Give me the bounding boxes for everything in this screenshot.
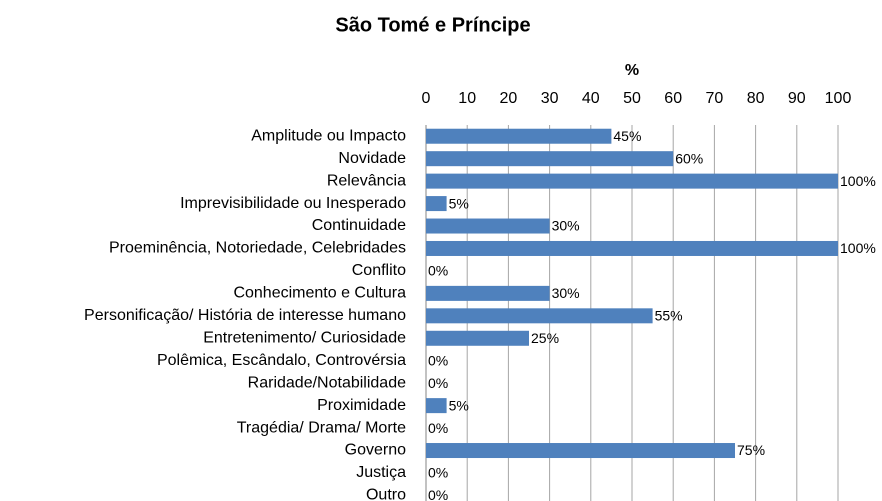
bar xyxy=(426,151,674,167)
data-label: 25% xyxy=(531,330,559,346)
x-tick-label: 60 xyxy=(664,90,682,107)
category-label: Relevância xyxy=(327,172,406,189)
data-label: 5% xyxy=(449,397,469,413)
x-tick-label: 50 xyxy=(623,90,641,107)
bar xyxy=(426,330,529,346)
category-label: Entretenimento/ Curiosidade xyxy=(203,329,406,346)
category-label: Conhecimento e Cultura xyxy=(233,285,406,302)
category-label: Proximidade xyxy=(317,397,406,414)
bar xyxy=(426,443,735,459)
x-tick-label: 100 xyxy=(825,90,852,107)
x-tick-label: 30 xyxy=(541,90,559,107)
category-label: Amplitude ou Impacto xyxy=(251,127,406,144)
data-label: 0% xyxy=(428,375,448,391)
category-label: Personificação/ História de interesse hu… xyxy=(84,307,406,324)
axis-label: % xyxy=(625,62,639,79)
x-tick-label: 90 xyxy=(788,90,806,107)
x-tick-label: 80 xyxy=(747,90,765,107)
bar xyxy=(426,218,550,234)
bar xyxy=(426,308,653,324)
x-tick-label: 20 xyxy=(500,90,518,107)
data-label: 45% xyxy=(613,128,641,144)
data-label: 5% xyxy=(449,195,469,211)
category-label: Governo xyxy=(345,442,406,459)
data-label: 55% xyxy=(655,308,683,324)
category-label: Tragédia/ Drama/ Morte xyxy=(237,419,406,436)
category-label: Imprevisibilidade ou Inesperado xyxy=(180,195,406,212)
bar xyxy=(426,173,838,189)
data-label: 0% xyxy=(428,352,448,368)
category-label: Proeminência, Notoriedade, Celebridades xyxy=(109,240,406,257)
data-label: 60% xyxy=(675,150,703,166)
data-label: 30% xyxy=(552,285,580,301)
x-tick-label: 10 xyxy=(458,90,476,107)
x-tick-label: 40 xyxy=(582,90,600,107)
category-label: Outro xyxy=(366,487,406,501)
data-label: 100% xyxy=(840,173,876,189)
data-label: 0% xyxy=(428,263,448,279)
bar xyxy=(426,285,550,301)
category-label: Continuidade xyxy=(312,217,406,234)
chart-title: São Tomé e Príncipe xyxy=(335,14,530,36)
data-label: 0% xyxy=(428,487,448,501)
bar xyxy=(426,240,838,256)
bar xyxy=(426,128,612,144)
data-label: 30% xyxy=(552,218,580,234)
data-label: 0% xyxy=(428,420,448,436)
bar xyxy=(426,398,447,414)
category-label: Conflito xyxy=(352,262,406,279)
category-label: Polêmica, Escândalo, Controvérsia xyxy=(157,352,406,369)
bar xyxy=(426,196,447,212)
data-label: 100% xyxy=(840,240,876,256)
data-label: 0% xyxy=(428,465,448,481)
category-label: Novidade xyxy=(338,150,406,167)
x-tick-label: 70 xyxy=(706,90,724,107)
x-tick-label: 0 xyxy=(422,90,431,107)
category-label: Raridade/Notabilidade xyxy=(248,374,406,391)
category-label: Justiça xyxy=(356,464,406,481)
data-label: 75% xyxy=(737,442,765,458)
